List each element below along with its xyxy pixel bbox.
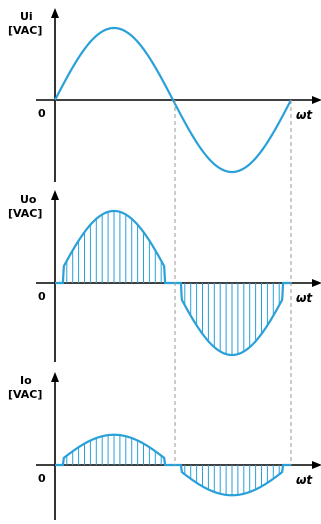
uo-x-label: ωt — [296, 291, 313, 305]
io-ylabel-unit: [VAC] — [8, 388, 42, 401]
panel-ui: Ui [VAC] 0 ωt — [8, 8, 321, 182]
uo-origin-label: 0 — [38, 290, 46, 303]
io-x-label: ωt — [296, 473, 313, 487]
uo-x-arrow — [312, 279, 321, 287]
io-ylabel-top: Io — [20, 374, 32, 387]
io-waveform — [55, 433, 291, 497]
ui-ylabel-top: Ui — [20, 10, 33, 23]
io-origin-label: 0 — [38, 472, 46, 485]
panel-io: Io [VAC] 0 ωt — [8, 372, 321, 520]
uo-waveform — [55, 209, 291, 357]
ui-y-arrow — [51, 8, 59, 18]
uo-ylabel-unit: [VAC] — [8, 207, 42, 220]
uo-y-arrow — [51, 190, 59, 200]
ui-x-arrow — [312, 96, 321, 104]
io-x-arrow — [312, 461, 321, 469]
panel-uo: Uo [VAC] 0 ωt — [8, 190, 321, 362]
uo-hatching — [66, 211, 280, 355]
ui-x-label: ωt — [296, 108, 313, 122]
io-hatching — [66, 434, 280, 496]
uo-ylabel-top: Uo — [20, 193, 37, 206]
ui-waveform — [54, 26, 292, 174]
io-y-arrow — [51, 372, 59, 382]
ui-origin-label: 0 — [38, 107, 46, 120]
ui-ylabel-unit: [VAC] — [8, 24, 42, 37]
